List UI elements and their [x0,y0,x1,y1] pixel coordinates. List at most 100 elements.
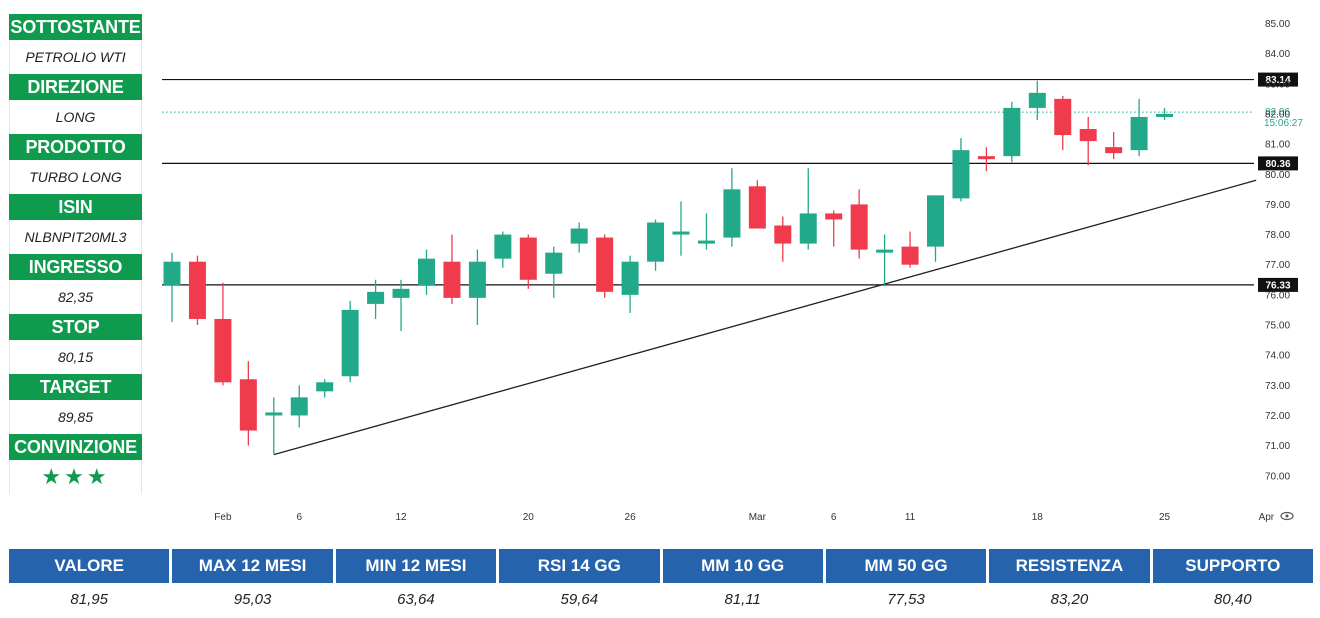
stats-value-cell: 63,64 [335,583,497,617]
x-tick-label: Mar [749,512,767,523]
stats-value-cell: 59,64 [499,583,660,617]
axis-layer: 70.00 71.00 72.00 73.00 74.00 75.00 76.00 77.00… [214,19,1294,523]
stats-header-cell: MM 10 GG [662,549,823,583]
y-tick-label: 78.00 [1265,230,1290,241]
y-tick-label: 81.00 [1265,140,1290,151]
info-value-target: 89,85 [9,400,142,434]
y-tick-label: 70.00 [1265,471,1290,482]
x-tick-label: Apr [1259,512,1275,523]
candle-body-up [316,382,334,392]
info-label-convinzione: CONVINZIONE [9,434,142,460]
candle-body-up [647,222,665,262]
stats-table-values: 81,95 95,03 63,64 59,64 81,11 77,53 83,20 80,40 [9,583,1313,617]
candle-body-up [621,261,639,295]
info-value-prodotto: TURBO LONG [9,160,142,194]
stats-value-cell: 81,95 [9,583,170,617]
x-tick-label: Feb [214,512,232,523]
level-label-box [1258,72,1298,87]
candle-body-up [876,249,894,253]
info-label-target: TARGET [9,374,142,400]
x-tick-label: 26 [625,512,637,523]
candle-body-up [545,252,563,274]
candle-body-down [214,318,232,383]
y-tick-label: 71.00 [1265,441,1290,452]
candle-body-down [748,186,766,229]
candle-body-up [418,258,435,286]
y-tick-label: 79.00 [1265,200,1290,211]
candle-body-up [163,261,181,286]
y-tick-label: 74.00 [1265,351,1290,362]
level-label-box [1258,277,1298,292]
info-label-sottostante: SOTTOSTANTE [9,14,142,40]
stats-header-cell: MM 50 GG [825,549,987,583]
candle-body-up [341,309,359,377]
candle-body-up [570,228,588,244]
info-value-stop: 80,15 [9,340,142,374]
stats-header-cell: RSI 14 GG [499,549,660,583]
candle-body-down [596,237,614,292]
candle-body-up [697,240,715,244]
info-value-direzione: LONG [9,100,142,134]
candle-body-down [239,379,257,431]
y-tick-label: 83.00 [1265,79,1290,90]
candle-body-down [901,246,919,265]
candle-body-up [799,213,817,244]
stats-header-cell: RESISTENZA [989,549,1150,583]
stats-value-cell: 81,11 [662,583,823,617]
candle-body-up [952,150,970,199]
candle-body-up [723,189,741,238]
y-tick-label: 72.00 [1265,411,1290,422]
candle-body-up [1156,113,1174,117]
x-tick-label: 12 [395,512,407,523]
stats-value-cell: 95,03 [172,583,333,617]
x-tick-label: 25 [1159,512,1171,523]
stats-header-cell: MAX 12 MESI [172,549,333,583]
candle-layer [163,80,1174,455]
y-tick-label: 84.00 [1265,49,1290,60]
info-label-direzione: DIREZIONE [9,74,142,100]
candle-body-up [1003,107,1021,157]
eye-icon [1280,511,1294,521]
stats-table-header: VALORE MAX 12 MESI MIN 12 MESI RSI 14 GG MM … [9,549,1313,583]
x-tick-label: 6 [296,512,302,523]
current-price-timer: 15:06:27 [1264,118,1303,129]
candle-body-up [468,261,486,298]
x-tick-label: 11 [905,512,916,523]
current-price-box [1258,104,1310,129]
candle-body-up [672,231,690,235]
info-label-isin: ISIN [9,194,142,220]
level-label: 83.14 [1265,75,1290,86]
level-label: 76.33 [1265,280,1290,291]
stats-value-cell: 80,40 [1152,583,1313,617]
candle-body-down [850,204,868,250]
y-tick-label: 82.00 [1265,109,1290,120]
candle-body-up [1130,116,1148,151]
level-label: 80.36 [1265,159,1290,170]
info-value-convinzione: ★★★ [9,460,142,494]
candle-body-down [1054,98,1072,136]
y-tick-label: 80.00 [1265,170,1290,181]
candle-body-down [1105,147,1123,154]
candle-body-down [1079,129,1097,142]
stats-header-cell: MIN 12 MESI [335,549,497,583]
y-tick-label: 85.00 [1265,19,1290,30]
stats-value-cell: 83,20 [989,583,1150,617]
info-value-ingresso: 82,35 [9,280,142,314]
candle-body-up [1028,92,1046,108]
y-tick-label: 73.00 [1265,381,1290,392]
x-tick-label: 18 [1032,512,1044,523]
info-label-prodotto: PRODOTTO [9,134,142,160]
level-label-box [1258,156,1298,171]
stats-header-cell: VALORE [9,549,170,583]
trendline [273,179,1257,456]
candle-body-down [519,237,537,280]
info-panel: SOTTOSTANTE PETROLIO WTI DIREZIONE LONG PROD… [9,14,142,494]
candle-body-down [774,225,792,244]
candle-body-up [927,195,944,247]
candle-body-up [392,288,410,298]
info-label-stop: STOP [9,314,142,340]
stats-table: VALORE MAX 12 MESI MIN 12 MESI RSI 14 GG MM … [9,549,1313,617]
current-price-label: 82.06 [1265,107,1290,118]
